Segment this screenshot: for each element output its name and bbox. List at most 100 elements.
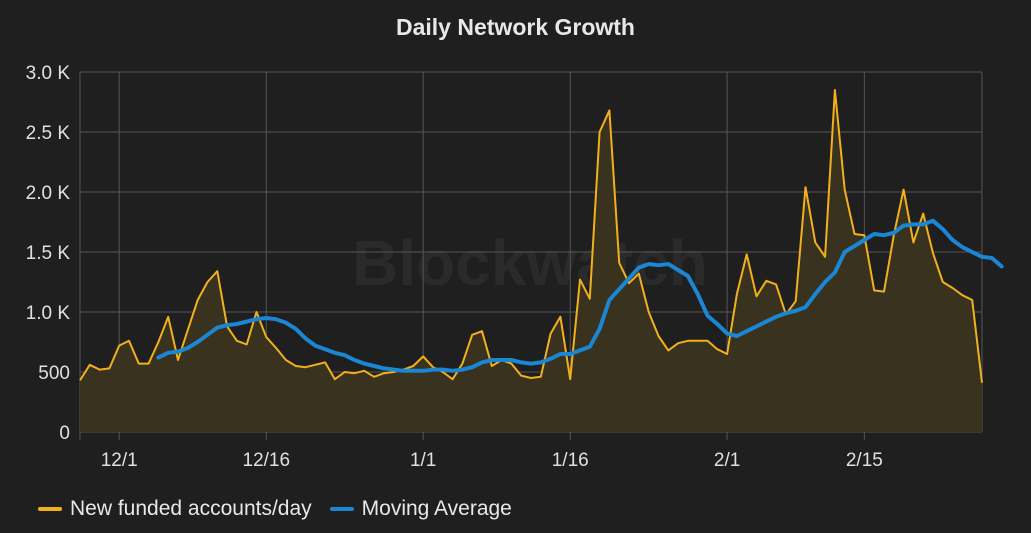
data-point-new-funded-accounts-day[interactable] [557, 314, 563, 320]
data-point-new-funded-accounts-day[interactable] [322, 359, 328, 365]
data-point-new-funded-accounts-day[interactable] [577, 277, 583, 283]
data-point-moving-average[interactable] [185, 345, 191, 351]
data-point-moving-average[interactable] [597, 326, 603, 332]
data-point-moving-average[interactable] [538, 359, 544, 365]
data-point-moving-average[interactable] [675, 267, 681, 273]
data-point-new-funded-accounts-day[interactable] [548, 331, 554, 337]
data-point-moving-average[interactable] [273, 316, 279, 322]
data-point-moving-average[interactable] [999, 263, 1005, 269]
data-point-new-funded-accounts-day[interactable] [979, 380, 985, 386]
data-point-new-funded-accounts-day[interactable] [606, 107, 612, 113]
data-point-new-funded-accounts-day[interactable] [352, 370, 358, 376]
data-point-moving-average[interactable] [803, 304, 809, 310]
data-point-new-funded-accounts-day[interactable] [616, 260, 622, 266]
legend-item-moving-average[interactable]: Moving Average [329, 497, 512, 521]
data-point-new-funded-accounts-day[interactable] [283, 357, 289, 363]
data-point-moving-average[interactable] [361, 361, 367, 367]
data-point-moving-average[interactable] [381, 365, 387, 371]
data-point-new-funded-accounts-day[interactable] [724, 351, 730, 357]
data-point-new-funded-accounts-day[interactable] [695, 338, 701, 344]
data-point-moving-average[interactable] [528, 361, 534, 367]
data-point-moving-average[interactable] [205, 332, 211, 338]
data-point-moving-average[interactable] [832, 269, 838, 275]
data-point-moving-average[interactable] [332, 350, 338, 356]
data-point-new-funded-accounts-day[interactable] [361, 368, 367, 374]
data-point-moving-average[interactable] [499, 357, 505, 363]
data-point-new-funded-accounts-day[interactable] [116, 343, 122, 349]
data-point-new-funded-accounts-day[interactable] [244, 341, 250, 347]
data-point-moving-average[interactable] [920, 221, 926, 227]
data-point-new-funded-accounts-day[interactable] [675, 340, 681, 346]
data-point-moving-average[interactable] [352, 357, 358, 363]
data-point-moving-average[interactable] [459, 367, 465, 373]
data-point-new-funded-accounts-day[interactable] [420, 353, 426, 359]
data-point-moving-average[interactable] [940, 226, 946, 232]
data-point-moving-average[interactable] [959, 244, 965, 250]
data-point-new-funded-accounts-day[interactable] [263, 334, 269, 340]
data-point-moving-average[interactable] [783, 310, 789, 316]
data-point-moving-average[interactable] [734, 333, 740, 339]
data-point-new-funded-accounts-day[interactable] [205, 279, 211, 285]
data-point-moving-average[interactable] [479, 359, 485, 365]
data-point-new-funded-accounts-day[interactable] [920, 211, 926, 217]
data-point-moving-average[interactable] [450, 368, 456, 374]
data-point-new-funded-accounts-day[interactable] [146, 361, 152, 367]
data-point-moving-average[interactable] [754, 323, 760, 329]
data-point-new-funded-accounts-day[interactable] [871, 287, 877, 293]
data-point-new-funded-accounts-day[interactable] [773, 281, 779, 287]
data-point-moving-average[interactable] [587, 344, 593, 350]
data-point-new-funded-accounts-day[interactable] [254, 309, 260, 315]
data-point-moving-average[interactable] [322, 346, 328, 352]
data-point-new-funded-accounts-day[interactable] [910, 239, 916, 245]
data-point-new-funded-accounts-day[interactable] [793, 298, 799, 304]
data-point-new-funded-accounts-day[interactable] [901, 187, 907, 193]
data-point-moving-average[interactable] [656, 262, 662, 268]
data-point-moving-average[interactable] [342, 352, 348, 358]
data-point-moving-average[interactable] [930, 218, 936, 224]
data-point-new-funded-accounts-day[interactable] [528, 375, 534, 381]
data-point-new-funded-accounts-day[interactable] [77, 377, 83, 383]
data-point-new-funded-accounts-day[interactable] [950, 285, 956, 291]
data-point-new-funded-accounts-day[interactable] [881, 289, 887, 295]
legend-item-new-funded[interactable]: New funded accounts/day [38, 497, 312, 521]
data-point-moving-average[interactable] [822, 279, 828, 285]
data-point-moving-average[interactable] [724, 331, 730, 337]
data-point-moving-average[interactable] [969, 249, 975, 255]
data-point-moving-average[interactable] [312, 343, 318, 349]
data-point-moving-average[interactable] [234, 321, 240, 327]
data-point-moving-average[interactable] [665, 261, 671, 267]
data-point-new-funded-accounts-day[interactable] [852, 231, 858, 237]
data-point-new-funded-accounts-day[interactable] [126, 338, 132, 344]
data-point-moving-average[interactable] [852, 243, 858, 249]
data-point-moving-average[interactable] [616, 286, 622, 292]
data-point-new-funded-accounts-day[interactable] [754, 293, 760, 299]
data-point-moving-average[interactable] [224, 322, 230, 328]
data-point-moving-average[interactable] [773, 314, 779, 320]
data-point-moving-average[interactable] [469, 364, 475, 370]
data-point-moving-average[interactable] [842, 249, 848, 255]
data-point-moving-average[interactable] [950, 237, 956, 243]
data-point-new-funded-accounts-day[interactable] [312, 362, 318, 368]
data-point-moving-average[interactable] [440, 367, 446, 373]
data-point-moving-average[interactable] [861, 237, 867, 243]
data-point-moving-average[interactable] [175, 349, 181, 355]
data-point-moving-average[interactable] [646, 261, 652, 267]
data-point-new-funded-accounts-day[interactable] [803, 184, 809, 190]
data-point-moving-average[interactable] [812, 291, 818, 297]
data-point-new-funded-accounts-day[interactable] [273, 345, 279, 351]
data-point-moving-average[interactable] [293, 326, 299, 332]
data-point-new-funded-accounts-day[interactable] [459, 361, 465, 367]
data-point-new-funded-accounts-day[interactable] [969, 297, 975, 303]
data-point-moving-average[interactable] [636, 265, 642, 271]
data-point-new-funded-accounts-day[interactable] [822, 254, 828, 260]
data-point-moving-average[interactable] [195, 339, 201, 345]
data-point-new-funded-accounts-day[interactable] [87, 362, 93, 368]
data-point-moving-average[interactable] [165, 350, 171, 356]
data-point-moving-average[interactable] [557, 351, 563, 357]
data-point-moving-average[interactable] [626, 275, 632, 281]
data-point-new-funded-accounts-day[interactable] [469, 332, 475, 338]
data-point-moving-average[interactable] [214, 325, 220, 331]
data-point-new-funded-accounts-day[interactable] [479, 328, 485, 334]
data-point-moving-average[interactable] [793, 308, 799, 314]
data-point-new-funded-accounts-day[interactable] [489, 363, 495, 369]
